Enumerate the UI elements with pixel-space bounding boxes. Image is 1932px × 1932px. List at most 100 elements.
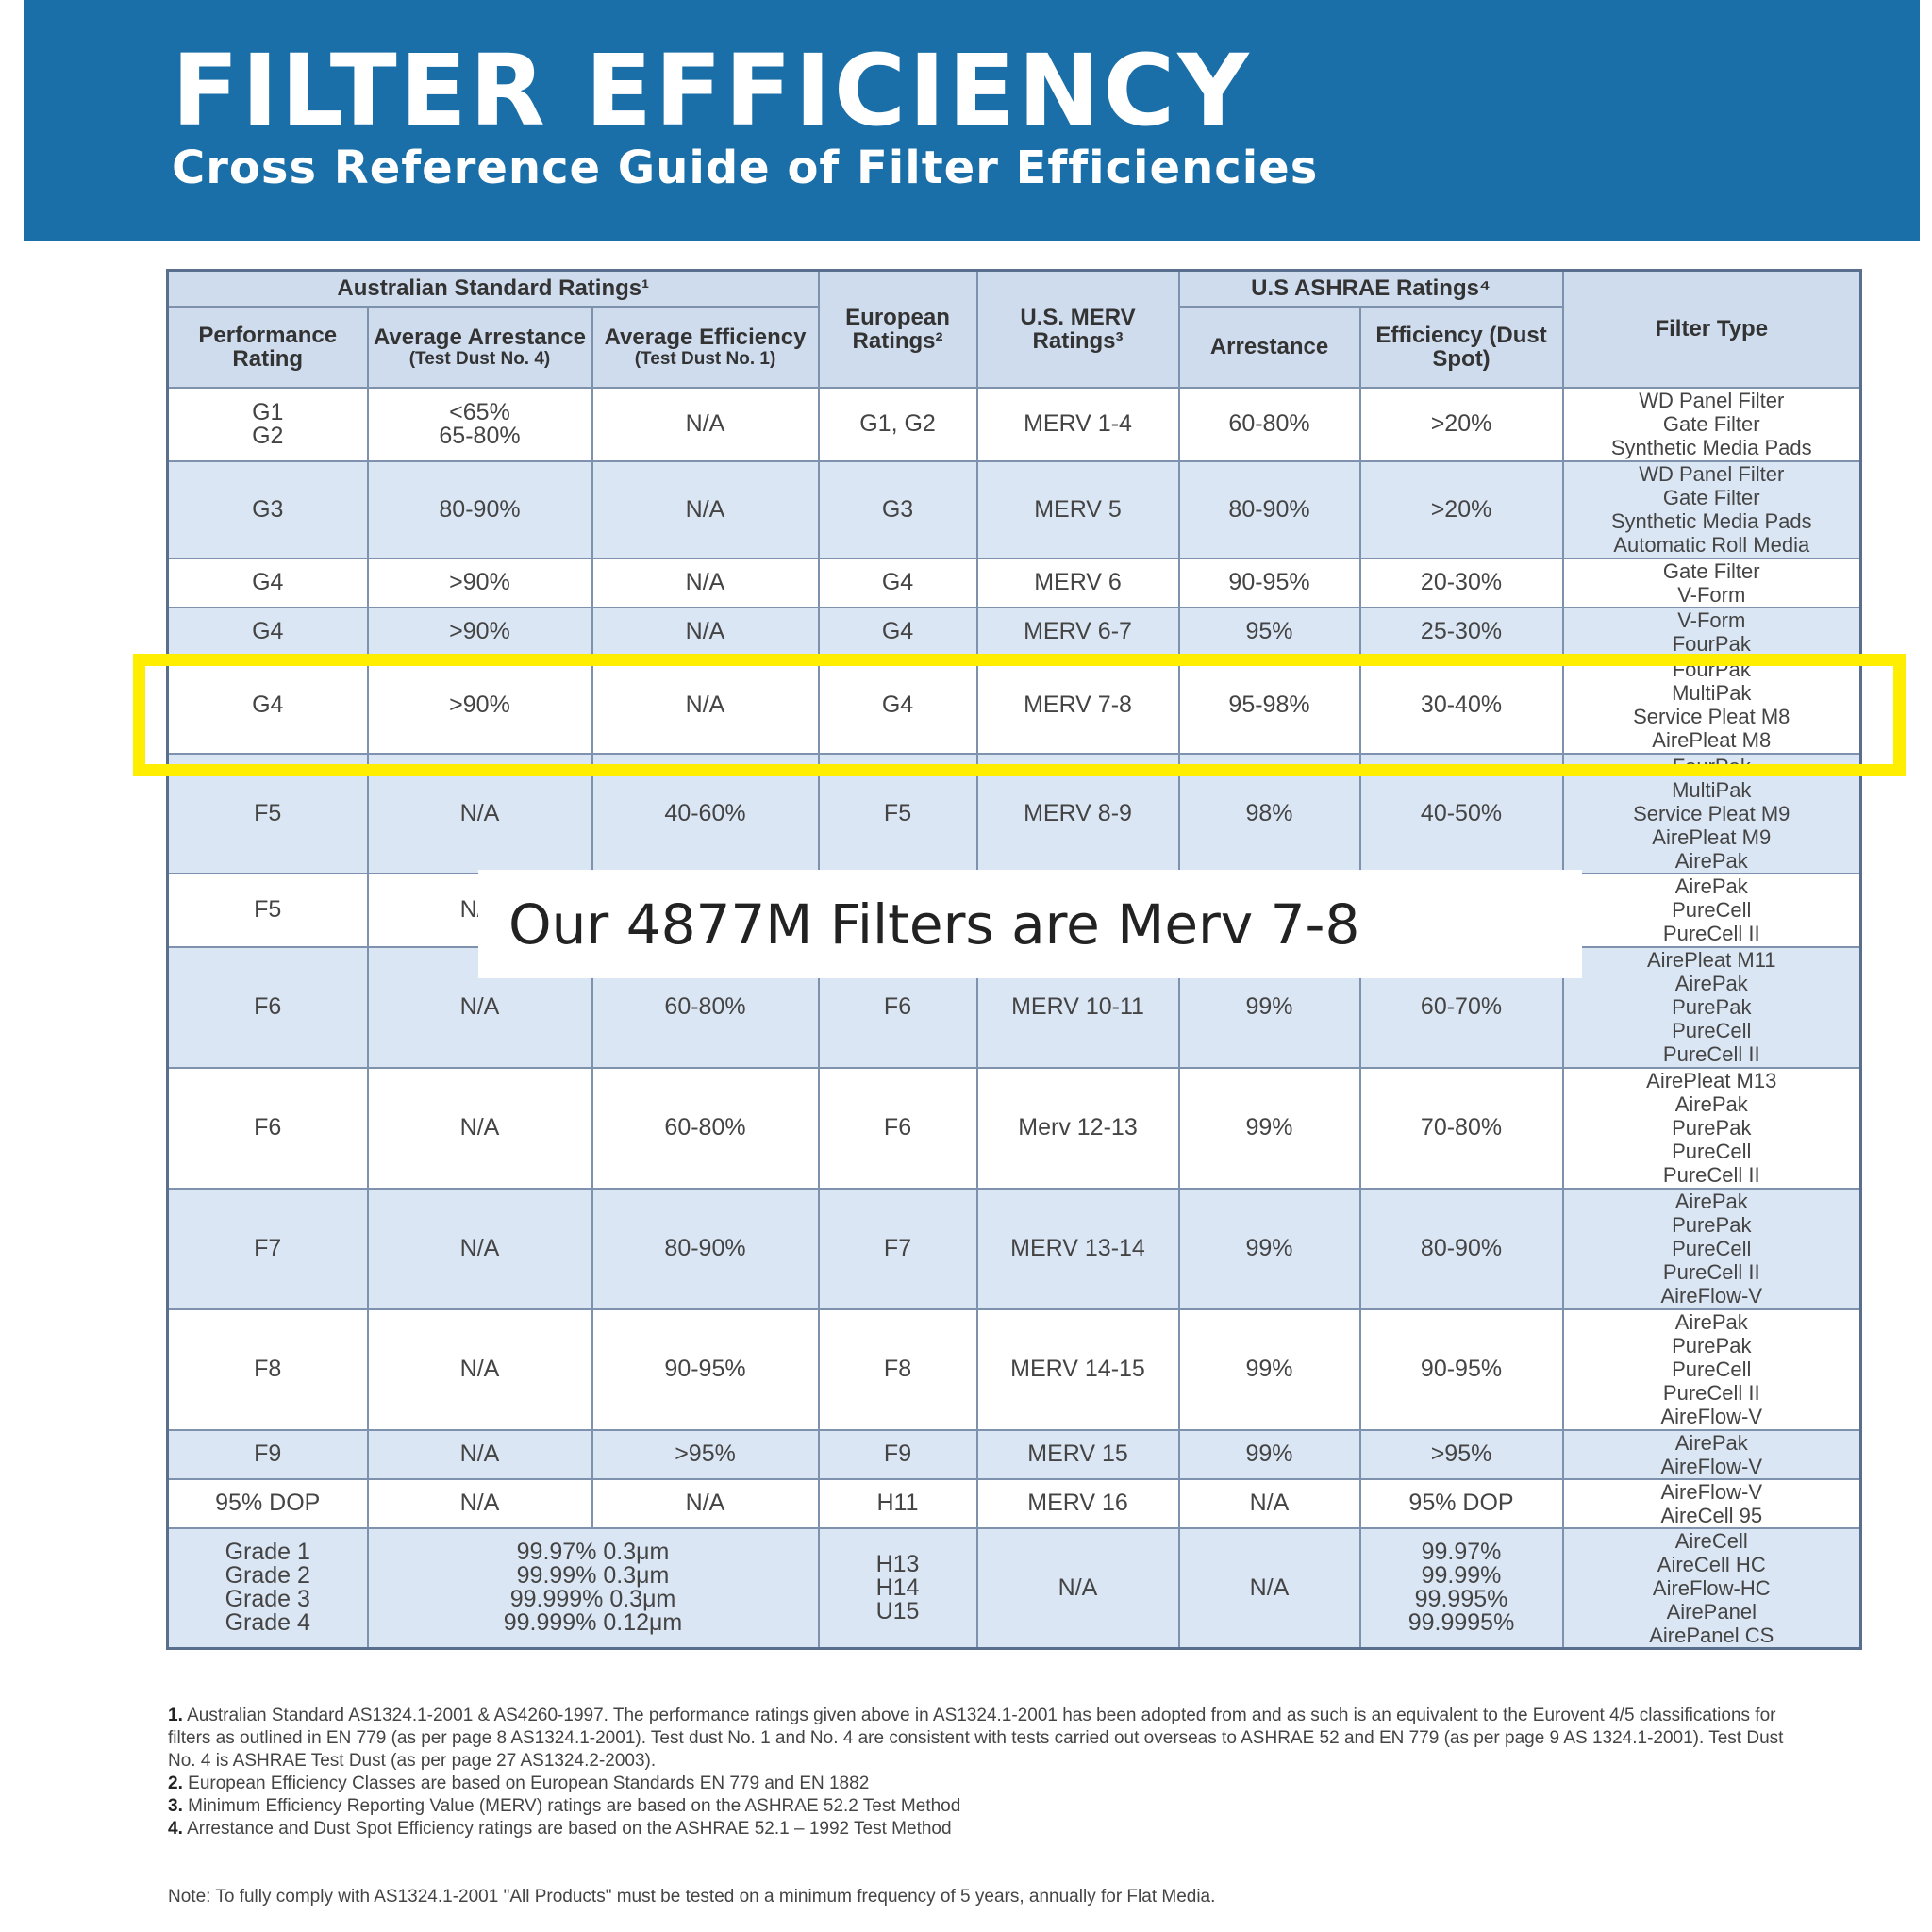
table-row: G3 80-90% N/A G3 MERV 5 80-90% >20% WD Panel Fi… (166, 459, 1862, 559)
european-rating-cell: G3 (817, 459, 978, 559)
european-rating-cell: G4 (817, 606, 978, 658)
table-row: G1 G2 <65% 65-80% N/A G1, G2 MERV 1-4 60-80% >20… (166, 386, 1862, 462)
ashrae-arrestance-cell: 99% (1177, 1307, 1361, 1431)
average-efficiency-cell: N/A (591, 557, 820, 608)
table-row: F8 N/A 90-95% F8 MERV 14-15 99% 90-95% AirePak P… (166, 1307, 1862, 1431)
merv-7-8-highlight-box (133, 654, 1906, 776)
average-arrestance-cell: >90% (366, 655, 593, 755)
performance-rating-cell: F9 (166, 1428, 369, 1480)
european-rating-cell: H13 H14 U15 (817, 1526, 978, 1650)
filter-type-cell: AirePleat M11 AirePak PurePak PureCell PureC… (1561, 945, 1862, 1069)
header-banner: FILTER EFFICIENCY Cross Reference Guide … (24, 0, 1920, 241)
table-row: G4 >90% N/A G4 MERV 6 90-95% 20-30% Gate Filter… (166, 557, 1862, 608)
performance-rating-cell: F7 (166, 1187, 369, 1310)
arrestance-header: Arrestance (1177, 305, 1361, 389)
performance-rating-cell: 95% DOP (166, 1477, 369, 1529)
performance-rating-header: Performance Rating (166, 305, 369, 389)
ashrae-efficiency-cell: 80-90% (1358, 1187, 1564, 1310)
filter-type-cell: AirePak AireFlow-V (1561, 1428, 1862, 1480)
performance-rating-cell: G3 (166, 459, 369, 559)
performance-rating-cell: F6 (166, 945, 369, 1069)
performance-rating-cell: Grade 1 Grade 2 Grade 3 Grade 4 (166, 1526, 369, 1650)
average-efficiency-cell: N/A (591, 459, 820, 559)
australian-standard-header: Australian Standard Ratings¹ (166, 269, 820, 308)
average-efficiency-header: Average Efficiency (Test Dust No. 1) (591, 305, 820, 389)
ashrae-arrestance-cell: 80-90% (1177, 459, 1361, 559)
ashrae-arrestance-cell: 99% (1177, 1187, 1361, 1310)
merv-rating-cell: MERV 15 (975, 1428, 1180, 1480)
ashrae-arrestance-cell: 95-98% (1177, 655, 1361, 755)
european-ratings-header: European Ratings² (817, 269, 978, 389)
merv-rating-cell: MERV 6-7 (975, 606, 1180, 658)
performance-rating-cell: G4 (166, 557, 369, 608)
average-efficiency-cell: N/A (591, 655, 820, 755)
filter-type-cell: WD Panel Filter Gate Filter Synthetic Medi… (1561, 386, 1862, 462)
ashrae-arrestance-cell: N/A (1177, 1526, 1361, 1650)
footnote-3: 3. Minimum Efficiency Reporting Value (M… (168, 1796, 961, 1816)
average-arrestance-cell: N/A (366, 1428, 593, 1480)
filter-type-cell: Gate Filter V-Form (1561, 557, 1862, 608)
highlight-callout: Our 4877M Filters are Merv 7-8 (478, 870, 1582, 978)
average-arrestance-cell: N/A (366, 1066, 593, 1190)
footnotes: 1. Australian Standard AS1324.1-2001 & A… (168, 1705, 1800, 1840)
average-arrestance-cell: >90% (366, 606, 593, 658)
average-arrestance-cell: >90% (366, 557, 593, 608)
ashrae-efficiency-cell: 70-80% (1358, 1066, 1564, 1190)
merv-rating-cell: MERV 5 (975, 459, 1180, 559)
table-row: F7 N/A 80-90% F7 MERV 13-14 99% 80-90% AirePak P… (166, 1187, 1862, 1310)
merv-rating-cell: MERV 1-4 (975, 386, 1180, 462)
table-row: Grade 1 Grade 2 Grade 3 Grade 4 99.97% 0.3μm… (166, 1526, 1862, 1650)
performance-rating-cell: G4 (166, 655, 369, 755)
table-row: G4 >90% N/A G4 MERV 7-8 95-98% 30-40% FourPak Mu… (166, 655, 1862, 755)
merv-rating-cell: MERV 6 (975, 557, 1180, 608)
ashrae-efficiency-cell: 20-30% (1358, 557, 1564, 608)
page-subtitle: Cross Reference Guide of Filter Efficien… (172, 142, 1319, 194)
ashrae-arrestance-cell: 99% (1177, 1066, 1361, 1190)
merv-rating-cell: Merv 12-13 (975, 1066, 1180, 1190)
efficiency-dust-spot-header: Efficiency (Dust Spot) (1358, 305, 1564, 389)
average-efficiency-cell: N/A (591, 1477, 820, 1529)
average-arrestance-cell: N/A (366, 1477, 593, 1529)
merv-rating-cell: MERV 14-15 (975, 1307, 1180, 1431)
filter-type-cell: WD Panel Filter Gate Filter Synthetic Medi… (1561, 459, 1862, 559)
european-rating-cell: F6 (817, 1066, 978, 1190)
ashrae-arrestance-cell: N/A (1177, 1477, 1361, 1529)
filter-type-header: Filter Type (1561, 269, 1862, 389)
average-efficiency-cell: >95% (591, 1428, 820, 1480)
average-efficiency-cell: 80-90% (591, 1187, 820, 1310)
average-arrestance-cell: 80-90% (366, 459, 593, 559)
average-arrestance-cell: <65% 65-80% (366, 386, 593, 462)
performance-rating-cell: G4 (166, 606, 369, 658)
average-efficiency-cell: N/A (591, 606, 820, 658)
ashrae-efficiency-cell: 95% DOP (1358, 1477, 1564, 1529)
european-rating-cell: F7 (817, 1187, 978, 1310)
filter-type-cell: FourPak MultiPak Service Pleat M8 AirePleat… (1561, 655, 1862, 755)
european-rating-cell: G4 (817, 557, 978, 608)
combined-efficiency-cell: 99.97% 0.3μm 99.99% 0.3μm 99.999% 0.3μm 99.… (366, 1526, 820, 1650)
filter-type-cell: AirePak PurePak PureCell PureCell II AireFlo… (1561, 1187, 1862, 1310)
performance-rating-cell: G1 G2 (166, 386, 369, 462)
european-rating-cell: G1, G2 (817, 386, 978, 462)
average-arrestance-cell: N/A (366, 1307, 593, 1431)
merv-rating-cell: N/A (975, 1526, 1180, 1650)
ashrae-efficiency-cell: 30-40% (1358, 655, 1564, 755)
page-title: FILTER EFFICIENCY (172, 33, 1252, 148)
ashrae-efficiency-cell: 90-95% (1358, 1307, 1564, 1431)
ashrae-arrestance-cell: 60-80% (1177, 386, 1361, 462)
average-efficiency-cell: 60-80% (591, 1066, 820, 1190)
ashrae-efficiency-cell: >20% (1358, 386, 1564, 462)
table-row: F6 N/A 60-80% F6 Merv 12-13 99% 70-80% AirePlea… (166, 1066, 1862, 1190)
ashrae-efficiency-cell: 25-30% (1358, 606, 1564, 658)
filter-type-cell: AireFlow-V AireCell 95 (1561, 1477, 1862, 1529)
performance-rating-cell: F8 (166, 1307, 369, 1431)
filter-type-cell: AirePak PureCell PureCell II (1561, 872, 1862, 948)
average-arrestance-header: Average Arrestance (Test Dust No. 4) (366, 305, 593, 389)
average-efficiency-cell: N/A (591, 386, 820, 462)
ashrae-arrestance-cell: 95% (1177, 606, 1361, 658)
merv-rating-cell: MERV 13-14 (975, 1187, 1180, 1310)
ashrae-efficiency-cell: >20% (1358, 459, 1564, 559)
footnote-2: 2. European Efficiency Classes are based… (168, 1774, 870, 1793)
table-row: F9 N/A >95% F9 MERV 15 99% >95% AirePak AireFlow… (166, 1428, 1862, 1480)
ashrae-arrestance-cell: 99% (1177, 1428, 1361, 1480)
compliance-note: Note: To fully comply with AS1324.1-2001… (168, 1887, 1216, 1907)
